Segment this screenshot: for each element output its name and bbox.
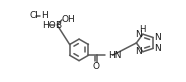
Text: H: H [139, 25, 145, 34]
Text: N: N [154, 44, 161, 53]
Text: N: N [136, 47, 142, 56]
Text: B: B [55, 21, 61, 30]
Text: H: H [41, 11, 48, 20]
Text: N: N [154, 33, 161, 42]
Text: HN: HN [109, 51, 122, 60]
Text: O: O [93, 62, 100, 71]
Text: HO: HO [42, 21, 56, 30]
Text: OH: OH [61, 15, 75, 24]
Text: Cl: Cl [29, 11, 38, 20]
Text: N: N [136, 30, 142, 39]
